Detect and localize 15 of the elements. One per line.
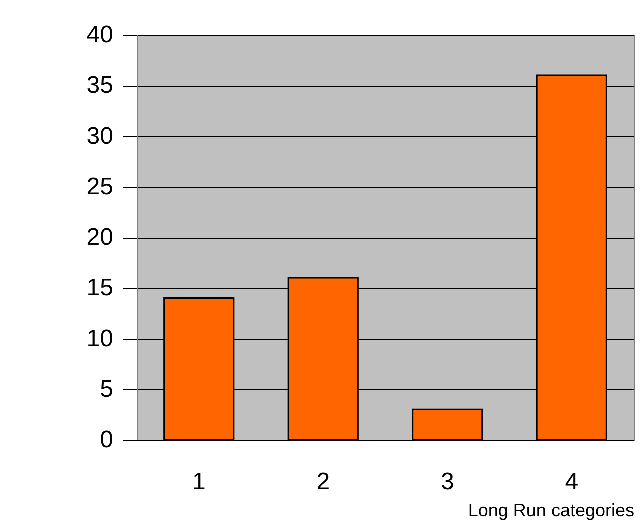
x-axis-title: Long Run categories	[468, 500, 634, 520]
y-tick-label: 10	[86, 325, 114, 352]
y-tick-label: 15	[86, 274, 114, 302]
x-tick-label: 4	[565, 468, 579, 496]
y-tick-label: 0	[100, 426, 114, 454]
y-tick-label: 20	[86, 224, 114, 251]
x-tick-label: 3	[440, 468, 454, 496]
y-tick-label: 40	[86, 22, 114, 48]
y-tick-label: 30	[86, 122, 114, 150]
y-tick-label: 25	[86, 173, 114, 200]
x-tick-label: 2	[316, 468, 330, 496]
bar	[412, 408, 484, 441]
y-tick-label: 5	[100, 376, 114, 403]
y-tick-label: 35	[86, 72, 114, 100]
x-tick-label: 1	[192, 468, 206, 496]
